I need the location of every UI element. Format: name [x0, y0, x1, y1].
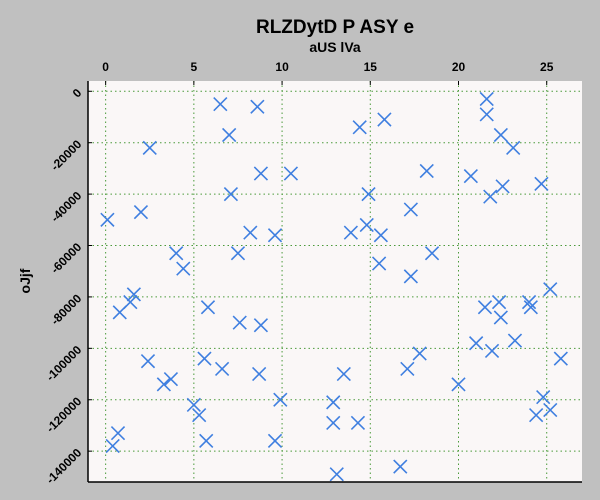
y-tick-label: -40000 [48, 188, 85, 225]
data-point-marker [232, 315, 247, 330]
data-point-marker [536, 390, 551, 405]
data-point-marker [493, 127, 508, 143]
data-point-marker [403, 269, 418, 284]
data-point-marker [100, 212, 115, 227]
y-tick-label: -140000 [43, 445, 84, 486]
data-markers [100, 91, 568, 482]
data-point-marker [400, 361, 415, 377]
data-point-marker [222, 127, 237, 143]
data-point-marker [326, 415, 341, 431]
data-point-marker [359, 217, 374, 233]
data-point-marker [273, 392, 288, 407]
chart-title: RLZDytD P ASY e [256, 17, 414, 38]
y-tick-label: -120000 [43, 394, 84, 435]
axis-spines [87, 81, 582, 483]
y-axis-title: oJjf [17, 268, 33, 293]
data-point-marker [329, 467, 344, 482]
data-point-marker [543, 402, 558, 418]
data-point-marker [493, 310, 508, 325]
data-point-marker [451, 377, 466, 392]
data-point-marker [534, 176, 549, 191]
data-point-marker [110, 426, 126, 441]
data-point-marker [140, 354, 156, 369]
data-point-marker [479, 91, 494, 107]
data-point-marker [267, 433, 283, 449]
plot-background [88, 81, 582, 482]
data-point-marker [105, 438, 120, 454]
data-point-marker [523, 300, 538, 315]
data-point-marker [213, 97, 228, 112]
data-point-marker [495, 179, 510, 194]
data-point-marker [424, 246, 440, 261]
data-point-marker [267, 228, 283, 243]
data-point-marker [156, 377, 171, 392]
x-tick-label: 0 [102, 60, 109, 74]
data-point-marker [200, 300, 216, 315]
data-point-marker [142, 140, 157, 155]
x-tick-label: 20 [452, 60, 466, 74]
data-point-marker [543, 282, 558, 297]
data-point-marker [350, 415, 366, 431]
data-point-marker [126, 287, 142, 302]
data-point-marker [403, 202, 418, 217]
data-point-marker [343, 225, 359, 240]
data-point-marker [419, 163, 434, 179]
data-point-marker [469, 336, 484, 351]
data-point-marker [326, 395, 341, 410]
data-point-marker [377, 112, 392, 127]
data-point-marker [361, 186, 376, 202]
data-point-marker [214, 361, 230, 377]
data-point-marker [243, 225, 258, 240]
data-point-marker [230, 246, 246, 261]
y-tick-label: -100000 [43, 343, 84, 384]
data-point-marker [250, 99, 265, 114]
data-point-marker [393, 459, 408, 474]
y-tick-label: -20000 [48, 137, 85, 174]
data-point-marker [528, 408, 544, 423]
x-tick-label: 5 [191, 60, 198, 74]
data-point-marker [283, 166, 299, 181]
data-point-marker [176, 261, 191, 276]
data-point-marker [553, 351, 568, 366]
data-point-marker [491, 294, 507, 310]
data-point-marker [483, 189, 498, 204]
data-point-marker [252, 366, 267, 382]
x-tick-label: 25 [540, 60, 554, 74]
data-point-marker [506, 140, 521, 155]
data-point-marker [253, 318, 269, 333]
data-point-marker [197, 351, 212, 366]
x-axis-ticks: 0 5 10 15 20 25 [102, 60, 554, 85]
data-point-marker [253, 166, 269, 181]
data-point-marker [371, 256, 387, 271]
data-point-marker [336, 366, 351, 382]
data-point-marker [507, 333, 523, 348]
data-point-marker [163, 372, 179, 387]
data-point-marker [373, 228, 389, 243]
data-point-marker [352, 120, 367, 135]
data-point-marker [479, 107, 494, 122]
data-point-marker [186, 397, 201, 413]
data-point-marker [463, 168, 478, 184]
data-point-marker [123, 294, 138, 310]
data-point-marker [484, 343, 500, 359]
data-point-marker [192, 408, 207, 423]
y-tick-label: -60000 [48, 240, 85, 277]
data-point-marker [133, 204, 149, 220]
x-tick-label: 10 [275, 60, 289, 74]
data-point-marker [199, 433, 214, 449]
data-point-marker [223, 186, 239, 202]
x-axis-title: aUS lVa [309, 39, 361, 55]
grid-lines [88, 81, 582, 482]
y-axis-ticks: 0 -20000 -40000 -60000 -80000 -100000 -120000 -… [43, 86, 92, 487]
data-point-marker [412, 346, 427, 361]
data-point-marker [169, 246, 184, 261]
y-tick-label: 0 [70, 86, 85, 101]
data-point-marker [477, 300, 493, 315]
x-tick-label: 15 [364, 60, 378, 74]
y-tick-label: -80000 [48, 291, 85, 328]
